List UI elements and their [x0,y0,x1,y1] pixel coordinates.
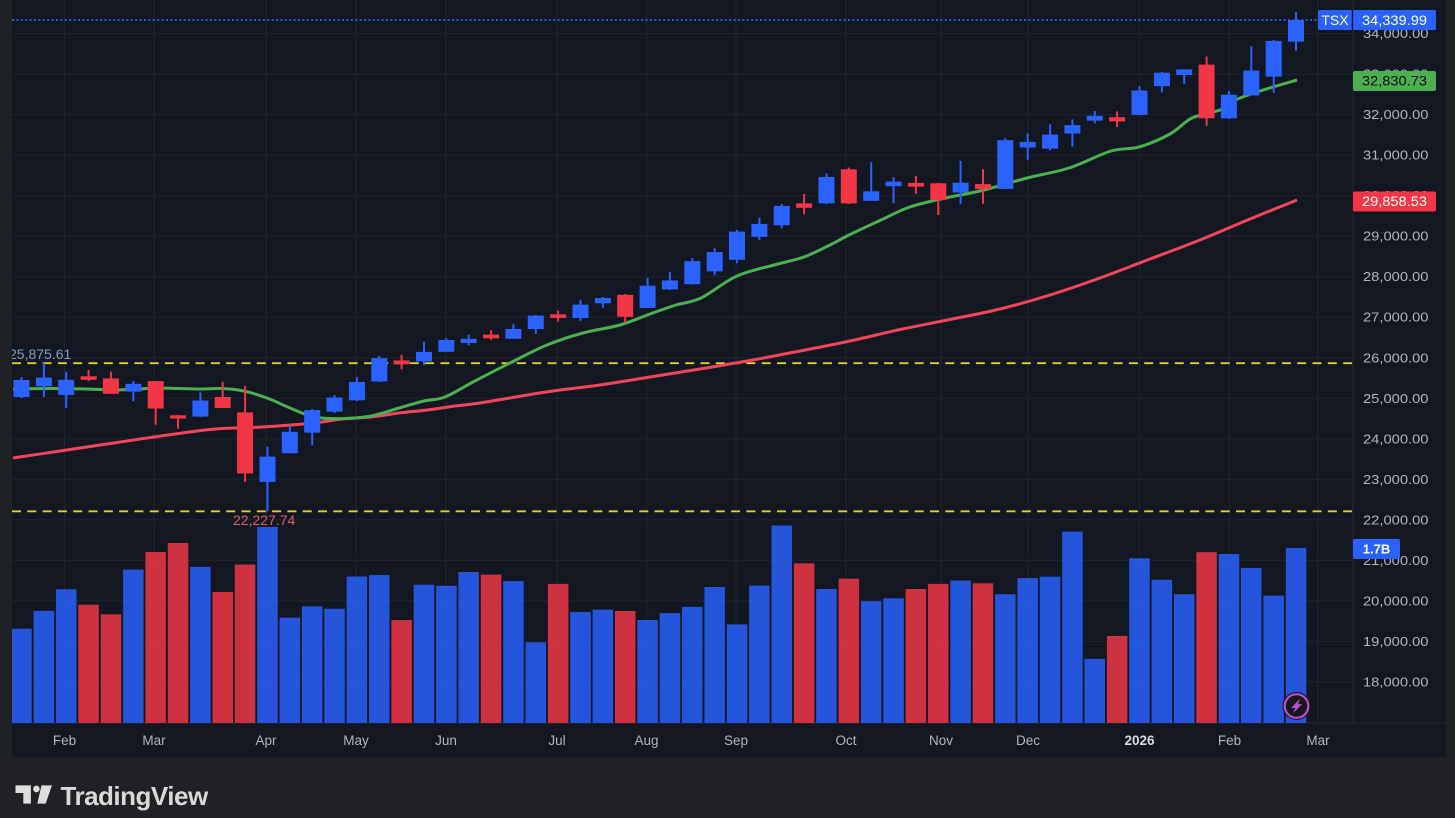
svg-text:Jul: Jul [548,733,565,748]
svg-text:22,227.74: 22,227.74 [233,512,295,528]
svg-text:TradingView: TradingView [61,781,209,811]
svg-text:Oct: Oct [835,733,856,748]
svg-text:24,000.00: 24,000.00 [1363,431,1429,446]
svg-text:Dec: Dec [1016,733,1040,748]
svg-text:32,000.00: 32,000.00 [1363,107,1429,122]
svg-text:Mar: Mar [1306,733,1330,748]
svg-text:Aug: Aug [634,733,658,748]
svg-text:25,875.61: 25,875.61 [9,346,71,362]
svg-text:19,000.00: 19,000.00 [1363,634,1429,649]
svg-text:22,000.00: 22,000.00 [1363,512,1429,527]
svg-text:1.7B: 1.7B [1363,542,1390,557]
svg-text:26,000.00: 26,000.00 [1363,350,1429,365]
svg-text:23,000.00: 23,000.00 [1363,472,1429,487]
svg-text:31,000.00: 31,000.00 [1363,148,1429,163]
svg-text:18,000.00: 18,000.00 [1363,674,1429,689]
svg-text:27,000.00: 27,000.00 [1363,310,1429,325]
svg-text:34,339.99: 34,339.99 [1362,12,1427,28]
svg-text:25,000.00: 25,000.00 [1363,391,1429,406]
svg-text:29,858.53: 29,858.53 [1362,193,1427,209]
svg-text:32,830.73: 32,830.73 [1362,73,1427,89]
svg-text:Mar: Mar [142,733,166,748]
svg-text:Nov: Nov [929,733,953,748]
svg-text:28,000.00: 28,000.00 [1363,269,1429,284]
svg-text:Sep: Sep [724,733,748,748]
svg-text:20,000.00: 20,000.00 [1363,593,1429,608]
svg-text:Feb: Feb [1218,733,1241,748]
svg-text:Apr: Apr [255,733,277,748]
svg-text:Jun: Jun [435,733,457,748]
svg-text:May: May [343,733,369,748]
svg-text:2026: 2026 [1124,733,1155,748]
svg-text:29,000.00: 29,000.00 [1363,229,1429,244]
svg-text:Feb: Feb [53,733,76,748]
svg-text:TSX: TSX [1321,12,1349,28]
